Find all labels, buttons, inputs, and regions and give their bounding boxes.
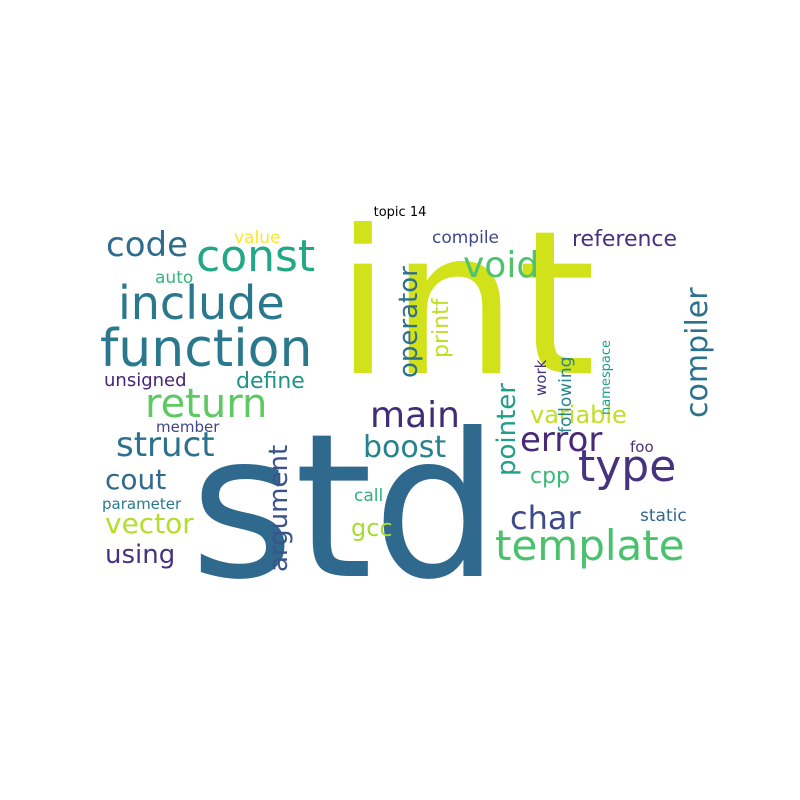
- word-printf: printf: [429, 298, 454, 358]
- word-using: using: [105, 540, 176, 570]
- word-const: const: [196, 231, 316, 282]
- word-member: member: [156, 418, 220, 436]
- word-parameter: parameter: [102, 495, 182, 513]
- word-gcc: gcc: [351, 514, 393, 542]
- word-cout: cout: [105, 463, 167, 496]
- word-boost: boost: [363, 430, 447, 465]
- word-std: std: [190, 391, 500, 624]
- word-auto: auto: [155, 268, 194, 288]
- word-cpp: cpp: [530, 464, 571, 489]
- word-static: static: [640, 506, 687, 526]
- word-namespace: namespace: [599, 339, 614, 415]
- word-struct: struct: [116, 425, 215, 465]
- word-operator: operator: [394, 266, 424, 378]
- word-value: value: [234, 228, 281, 248]
- word-code: code: [106, 225, 188, 265]
- word-int: int: [335, 188, 596, 421]
- word-char: char: [510, 499, 581, 537]
- word-void: void: [463, 245, 540, 286]
- word-call: call: [354, 486, 384, 506]
- word-following: following: [556, 356, 576, 433]
- word-foo: foo: [630, 438, 654, 456]
- word-work: work: [532, 359, 550, 396]
- word-template: template: [495, 521, 685, 570]
- word-vector: vector: [105, 507, 194, 540]
- word-variable: variable: [530, 401, 627, 429]
- word-compile: compile: [432, 228, 500, 248]
- chart-title: topic 14: [373, 205, 427, 220]
- word-unsigned: unsigned: [104, 370, 187, 391]
- word-function: function: [100, 319, 313, 379]
- word-reference: reference: [572, 227, 678, 252]
- word-define: define: [236, 369, 305, 394]
- word-type: type: [578, 441, 677, 492]
- word-pointer: pointer: [492, 383, 522, 476]
- word-main: main: [370, 395, 460, 436]
- word-compiler: compiler: [680, 287, 715, 418]
- word-error: error: [520, 420, 603, 460]
- word-return: return: [145, 381, 268, 427]
- word-argument: argument: [264, 444, 294, 572]
- word-include: include: [118, 276, 285, 330]
